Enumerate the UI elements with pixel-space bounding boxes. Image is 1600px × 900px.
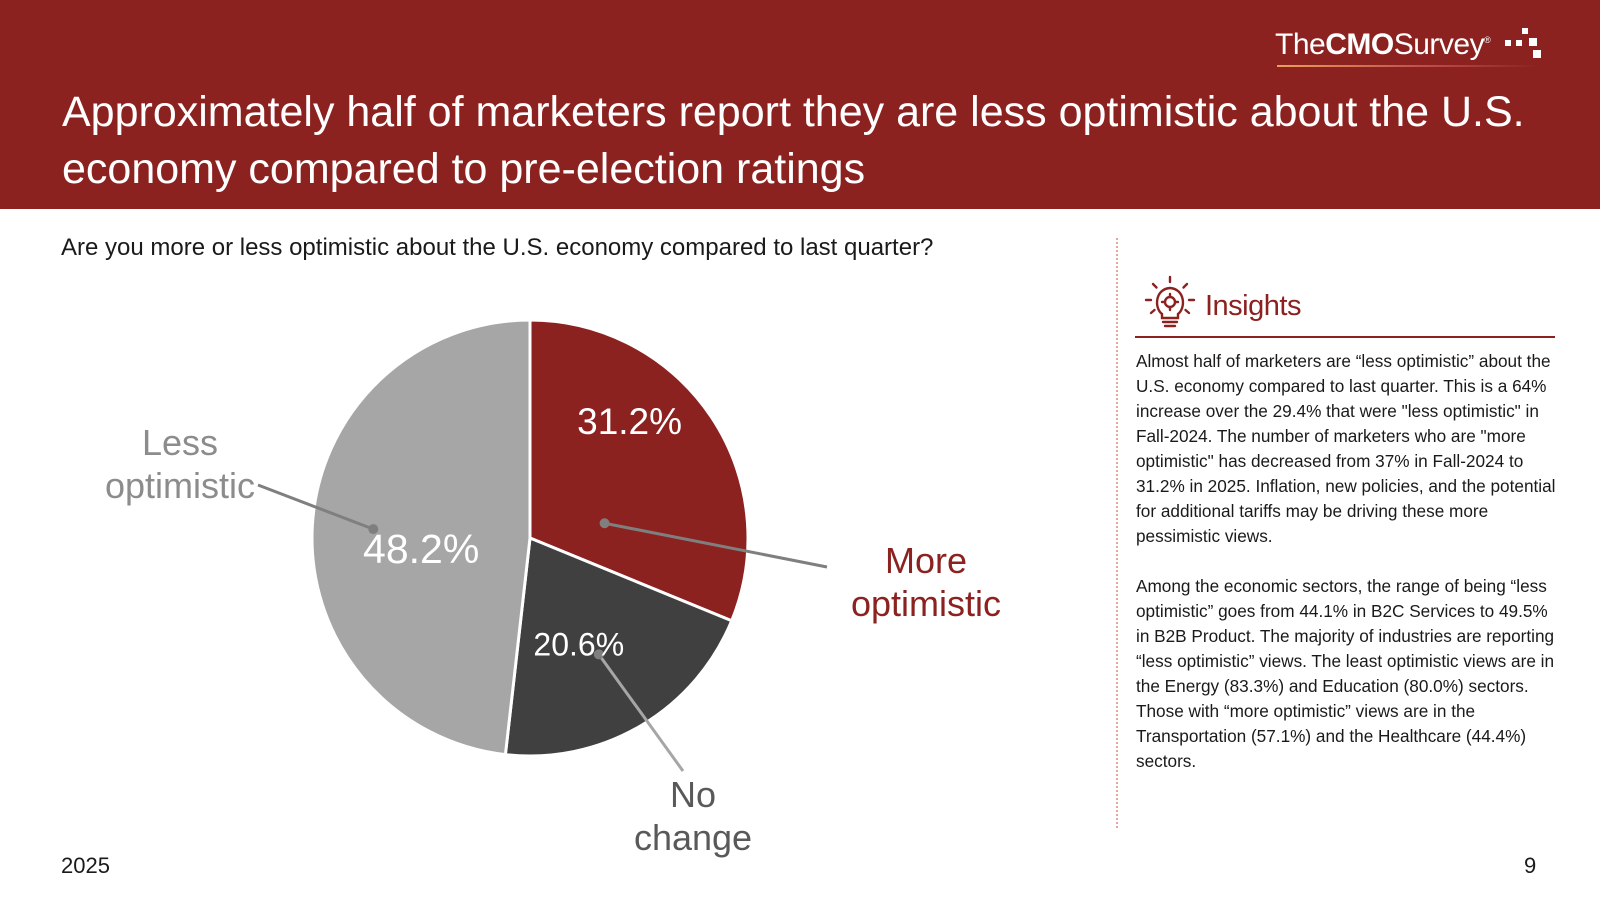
data-label: 31.2%: [577, 401, 682, 442]
logo-registered-mark: ®: [1484, 35, 1491, 45]
category-label: No change: [634, 774, 752, 858]
logo-the: The: [1275, 28, 1326, 61]
category-label-line: optimistic: [851, 583, 1001, 624]
pie-slice: [528, 318, 750, 623]
vertical-divider: [1116, 238, 1118, 828]
footer-year: 2025: [61, 853, 110, 878]
insights-body: Almost half of marketers are “less optim…: [1136, 349, 1556, 799]
category-label-line: No: [670, 774, 716, 815]
category-label: Less optimistic: [105, 422, 255, 506]
leader-dot: [599, 518, 610, 529]
survey-question: Are you more or less optimistic about th…: [61, 234, 934, 261]
insights-paragraph: Almost half of marketers are “less optim…: [1136, 351, 1556, 546]
pie-slice: [503, 535, 734, 758]
logo-underline: [1277, 65, 1539, 67]
logo-square-icon: [1533, 50, 1541, 58]
cmo-survey-logo: TheCMOSurvey®: [1275, 28, 1565, 68]
title-banner: TheCMOSurvey® Approximately half of mark…: [0, 0, 1600, 209]
leader-line: [257, 483, 374, 531]
logo-square-icon: [1529, 38, 1537, 46]
leader-line: [604, 521, 828, 569]
logo-square-icon: [1522, 28, 1528, 34]
category-label-line: Less: [142, 422, 218, 463]
pie-slice: [310, 318, 532, 757]
category-label: More optimistic: [851, 540, 1001, 624]
insights-header: Insights: [1135, 272, 1555, 338]
data-label: 20.6%: [533, 627, 624, 663]
page-number: 9: [1524, 853, 1537, 878]
category-label-line: change: [634, 817, 752, 858]
logo-cmo: CMO: [1325, 28, 1394, 61]
logo-square-icon: [1505, 40, 1511, 46]
category-label-line: optimistic: [105, 465, 255, 506]
leader-dot: [593, 649, 604, 660]
data-label: 48.2%: [363, 526, 479, 572]
insights-paragraph: Among the economic sectors, the range of…: [1136, 576, 1555, 771]
leader-line: [597, 653, 685, 772]
category-label-line: More: [885, 540, 967, 581]
logo-square-icon: [1516, 40, 1522, 46]
logo-survey: Survey: [1393, 28, 1485, 61]
insights-title: Insights: [1205, 290, 1301, 322]
page-title: Approximately half of marketers report t…: [62, 88, 1525, 193]
lightbulb-gear-icon: [1144, 275, 1196, 328]
leader-dot: [368, 524, 379, 535]
